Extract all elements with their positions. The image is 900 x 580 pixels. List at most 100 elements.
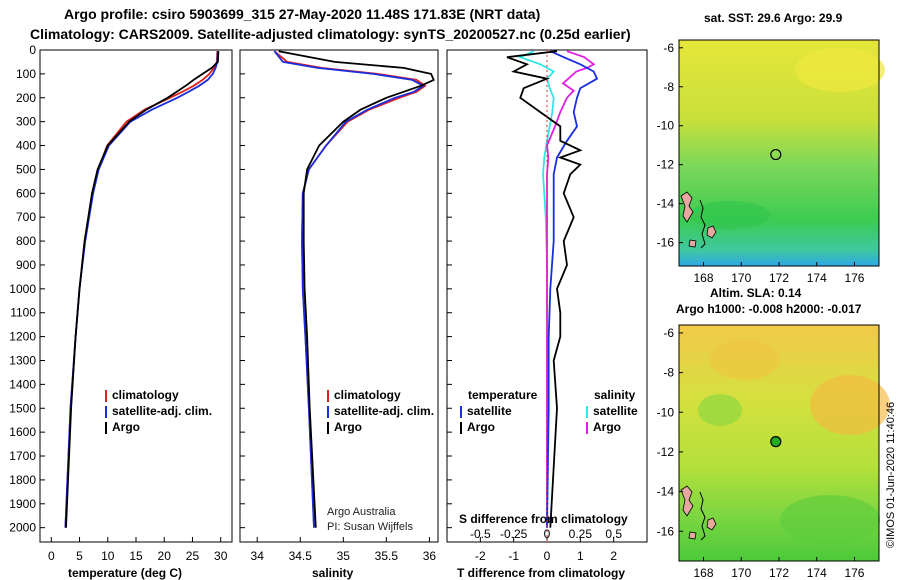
depth-tick-label: 1900: [9, 497, 36, 511]
map-lat-label: -6: [663, 41, 674, 55]
depth-tick-label: 1600: [9, 425, 36, 439]
depth-tick-label: 100: [16, 67, 36, 81]
annotation-pi: PI: Susan Wijffels: [327, 521, 413, 533]
x-tick-label: 2: [610, 549, 617, 563]
series-satellite-adj-clim-: [64, 51, 219, 528]
depth-tick-label: 2000: [9, 521, 36, 535]
depth-tick-label: 500: [16, 162, 36, 176]
x-tick-label: 1: [577, 549, 584, 563]
x-tick-label: 34.5: [289, 549, 313, 563]
depth-tick-label: 1200: [9, 330, 36, 344]
map-lat-label: -16: [657, 524, 675, 538]
island-icon: [680, 485, 694, 517]
x-tick-label: 5: [76, 549, 83, 563]
depth-tick-label: 0: [29, 43, 36, 57]
legend-label-satellite: satellite-adj. clim.: [334, 404, 434, 418]
depth-tick-label: 1700: [9, 449, 36, 463]
depth-tick-label: 900: [16, 258, 36, 272]
x-tick-label: 0: [48, 549, 55, 563]
island-icon: [688, 517, 717, 540]
series-t-argo: [506, 50, 583, 528]
sla-high-patch: [710, 340, 780, 380]
difference-x-axis: -2 -1 0 1 2 -0.5 -0.25 0 0.25 0.5: [470, 527, 622, 563]
imos-timestamp: ©IMOS 01-Jun-2020 11:40:46: [885, 402, 897, 548]
top-x-tick-label: -0.25: [500, 527, 528, 541]
sst-warm-patch: [795, 48, 885, 92]
difference-series: [506, 50, 599, 528]
sst-map: -6 -8 -10 -12 -14 -16 168 170 172 174 176: [657, 39, 885, 285]
map-lat-label: -10: [657, 119, 675, 133]
map-lat-label: -8: [663, 366, 674, 380]
x-tick-label: 15: [129, 549, 143, 563]
sst-map-axes: -6 -8 -10 -12 -14 -16 168 170 172 174 176: [657, 41, 865, 285]
legend-label-s-argo: Argo: [593, 420, 621, 434]
x-tick-label: 25: [186, 549, 200, 563]
salinity-legend: climatology satellite-adj. clim. Argo: [327, 388, 434, 434]
difference-legend: temperature salinity satellite Argo sate…: [460, 388, 638, 434]
map-lon-label: 174: [807, 271, 827, 285]
depth-tick-label: 1300: [9, 353, 36, 367]
map-lat-label: -10: [657, 405, 675, 419]
x-tick-label: 0: [544, 549, 551, 563]
x-tick-label: -2: [475, 549, 486, 563]
argo-location-marker: [770, 148, 782, 161]
depth-tick-label: 1500: [9, 401, 36, 415]
top-x-tick-label: 0.25: [569, 527, 593, 541]
difference-top-label: S difference from climatology: [459, 512, 628, 526]
depth-tick-label: 1000: [9, 282, 36, 296]
map-lat-label: -12: [657, 445, 675, 459]
map-lon-label: 170: [731, 566, 751, 580]
sst-map-title: sat. SST: 29.6 Argo: 29.9: [704, 11, 843, 25]
map-lat-label: -14: [657, 485, 675, 499]
salinity-series: [273, 50, 435, 528]
depth-tick-label: 700: [16, 210, 36, 224]
island-icon: [688, 225, 717, 248]
sla-map-title-a: Altim. SLA: 0.14: [710, 286, 802, 300]
map-lon-label: 172: [769, 271, 789, 285]
depth-tick-label: 800: [16, 234, 36, 248]
map-lon-label: 172: [769, 566, 789, 580]
title-line-1: Argo profile: csiro 5903699_315 27-May-2…: [64, 6, 541, 22]
map-lon-label: 176: [844, 566, 864, 580]
map-lon-label: 174: [807, 566, 827, 580]
x-tick-label: 30: [214, 549, 228, 563]
temperature-xlabel: temperature (deg C): [68, 566, 182, 580]
temperature-legend: climatology satellite-adj. clim. Argo: [105, 388, 212, 434]
map-lat-label: -6: [663, 326, 674, 340]
sla-high-patch: [810, 375, 890, 435]
map-lat-label: -8: [663, 80, 674, 94]
depth-tick-label: 400: [16, 139, 36, 153]
sla-map-axes: -6 -8 -10 -12 -14 -16 168 170 172 174 176: [657, 326, 865, 580]
x-tick-label: 35: [337, 549, 351, 563]
island-icon: [680, 191, 694, 223]
map-lat-label: -14: [657, 197, 675, 211]
sla-map-title-b: Argo h1000: -0.008 h2000: -0.017: [676, 302, 862, 316]
series-climatology: [273, 50, 427, 528]
salinity-panel-frame: [239, 49, 439, 543]
coastline-icon: [699, 199, 706, 249]
legend-title-temperature: temperature: [468, 388, 538, 402]
salinity-xlabel: salinity: [312, 566, 354, 580]
legend-label-argo: Argo: [112, 420, 140, 434]
legend-label-argo: Argo: [334, 420, 362, 434]
map-lon-label: 176: [844, 271, 864, 285]
salinity-x-axis: 34 34.5 35 35.5 36: [251, 537, 436, 563]
x-tick-label: 34: [251, 549, 265, 563]
sla-map: -6 -8 -10 -12 -14 -16 168 170 172 174 176: [657, 324, 890, 580]
legend-label-climatology: climatology: [334, 388, 401, 402]
argo-location-marker: [770, 436, 782, 448]
x-tick-label: 20: [158, 549, 172, 563]
depth-tick-label: 200: [16, 91, 36, 105]
map-lon-label: 168: [694, 271, 714, 285]
difference-xlabel: T difference from climatology: [457, 566, 625, 580]
depth-tick-label: 1800: [9, 473, 36, 487]
x-tick-label: 10: [101, 549, 115, 563]
top-x-tick-label: 0.5: [605, 527, 622, 541]
top-x-tick-label: 0: [544, 527, 551, 541]
temperature-series: [64, 51, 220, 528]
legend-label-satellite: satellite-adj. clim.: [112, 404, 212, 418]
series-climatology: [64, 51, 219, 528]
depth-tick-label: 1100: [10, 306, 36, 320]
map-lon-label: 168: [694, 566, 714, 580]
